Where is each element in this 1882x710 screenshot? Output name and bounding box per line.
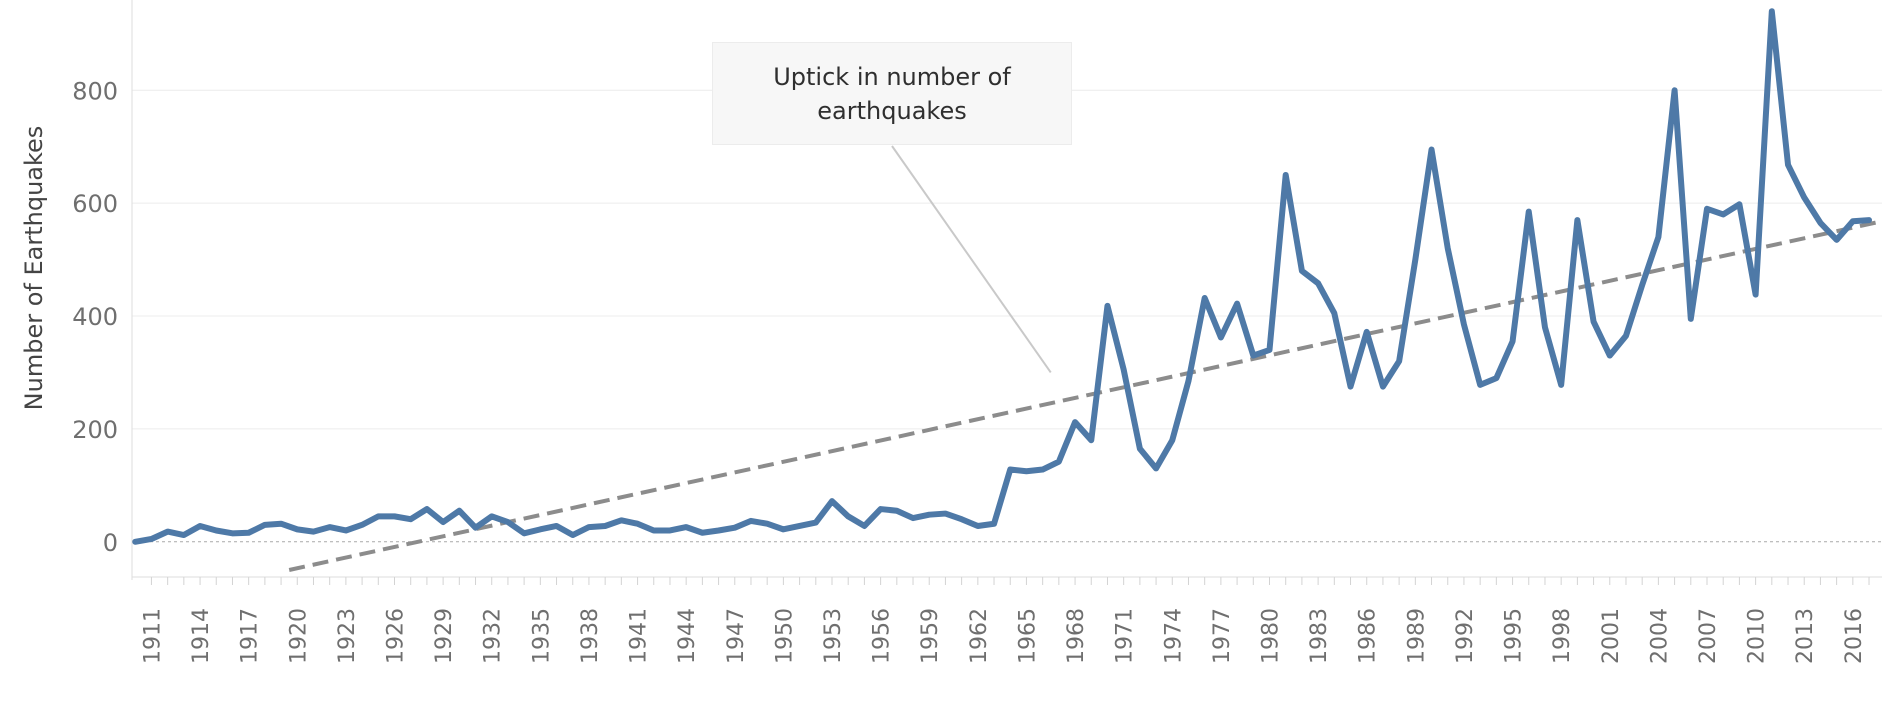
x-tick-label: 1938	[578, 608, 603, 664]
axes	[131, 0, 1882, 585]
axis-labels: 0 200 400 600 800 1911 1914 1917 1920 1923 1926 192…	[20, 77, 1867, 664]
earthquake-count-line	[132, 8, 1873, 545]
x-tick-label: 1953	[821, 608, 846, 664]
x-tick-label: 1950	[772, 608, 797, 664]
x-tick-label: 1923	[335, 608, 360, 664]
trend-line	[288, 219, 1882, 572]
x-tick-label: 2001	[1599, 608, 1624, 664]
x-tick-label: 1962	[967, 608, 992, 664]
y-tick-label: 0	[103, 529, 118, 557]
x-tick-label: 1989	[1404, 608, 1429, 664]
y-axis-title: Number of Earthquakes	[20, 126, 48, 411]
y-tick-label: 800	[72, 77, 118, 105]
x-tick-label: 1914	[189, 608, 214, 664]
x-tick-label: 1977	[1210, 608, 1235, 664]
x-tick-label: 1944	[675, 608, 700, 664]
x-tick-label: 2007	[1696, 608, 1721, 664]
x-tick-label: 1935	[529, 608, 554, 664]
x-tick-label: 1965	[1015, 608, 1040, 664]
x-tick-label: 1992	[1453, 608, 1478, 664]
x-tick-label: 2016	[1842, 608, 1867, 664]
x-tick-label: 1980	[1259, 608, 1284, 664]
series-layer	[132, 8, 1873, 545]
x-tick-label: 1968	[1064, 608, 1089, 664]
x-tick-label: 1971	[1113, 608, 1138, 664]
x-tick-label: 1932	[481, 608, 506, 664]
x-tick-label: 1941	[627, 608, 652, 664]
x-tick-label: 1983	[1307, 608, 1332, 664]
y-tick-label: 600	[72, 190, 118, 218]
x-tick-label: 1974	[1161, 608, 1186, 664]
annotation-text: Uptick in number of earthquakes	[773, 62, 1011, 125]
x-tick-label: 2004	[1647, 608, 1672, 664]
x-tick-label: 1998	[1550, 608, 1575, 664]
y-tick-label: 400	[72, 303, 118, 331]
annotation-pointer-line	[891, 145, 1052, 374]
y-tick-label: 200	[72, 416, 118, 444]
x-tick-label: 2013	[1793, 608, 1818, 664]
x-tick-label: 1911	[140, 608, 165, 664]
x-tick-label: 1926	[384, 608, 409, 664]
x-tick-label: 2010	[1745, 608, 1770, 664]
x-tick-label: 1920	[286, 608, 311, 664]
x-tick-label: 1917	[238, 608, 263, 664]
x-tick-label: 1956	[870, 608, 895, 664]
x-tick-label: 1995	[1502, 608, 1527, 664]
annotation-pointer-layer	[891, 145, 1052, 374]
x-tick-label: 1986	[1356, 608, 1381, 664]
x-tick-label: 1959	[918, 608, 943, 664]
x-tick-label: 1947	[724, 608, 749, 664]
trend-line-layer	[288, 219, 1882, 572]
x-tick-label: 1929	[432, 608, 457, 664]
annotation-box: Uptick in number of earthquakes	[712, 42, 1072, 145]
